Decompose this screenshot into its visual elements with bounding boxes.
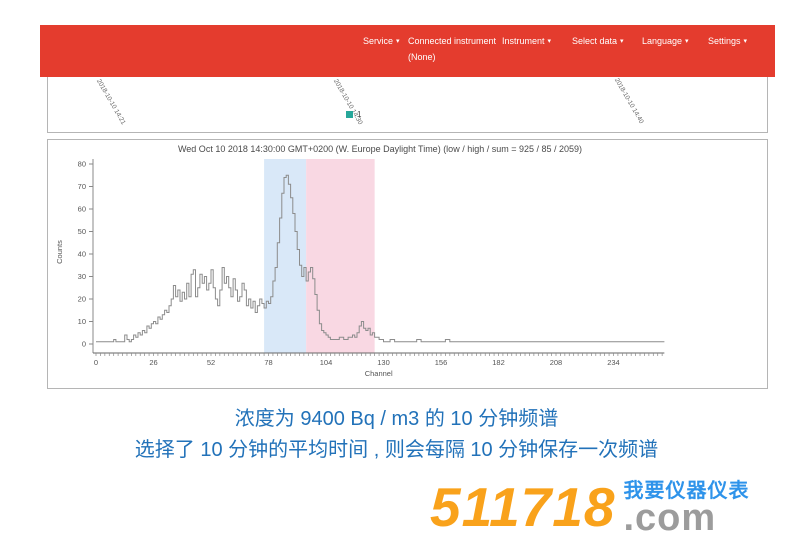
y-tick-label: 50 <box>78 227 86 236</box>
x-tick-label: 234 <box>607 358 620 367</box>
nav-item-connected-instrument-value: (None) <box>408 52 436 62</box>
x-tick-label: 78 <box>264 358 272 367</box>
watermark-logo: 511718 我要仪器仪表 .com <box>430 476 750 539</box>
x-tick-label: 26 <box>149 358 157 367</box>
y-tick-label: 0 <box>82 340 86 349</box>
x-tick-label: 130 <box>377 358 390 367</box>
y-tick-label: 70 <box>78 182 86 191</box>
chevron-down-icon: ▾ <box>547 38 552 45</box>
x-tick-label: 104 <box>320 358 333 367</box>
series-legend: 1 <box>346 110 361 119</box>
watermark-tagline: 我要仪器仪表 <box>623 480 750 502</box>
x-tick-label: 0 <box>94 358 98 367</box>
chevron-down-icon: ▾ <box>743 38 748 45</box>
y-tick-label: 10 <box>78 317 86 326</box>
watermark-number: 511718 <box>430 476 616 538</box>
spectrum-chart-canvas: Wed Oct 10 2018 14:30:00 GMT+0200 (W. Eu… <box>55 144 665 378</box>
y-tick-label: 20 <box>78 295 86 304</box>
legend-label: 1 <box>357 110 362 119</box>
timeline-date-label: 2018-10-10 14:21 <box>94 78 127 126</box>
x-tick-label: 156 <box>435 358 448 367</box>
nav-item-settings[interactable]: Settings ▾ <box>708 36 748 46</box>
watermark-domain: .com <box>623 497 717 539</box>
timeline-date-label: 2018-10-10 14:40 <box>612 77 645 125</box>
y-tick-label: 40 <box>78 250 86 259</box>
y-tick-label: 60 <box>78 205 86 214</box>
caption-line-2: 选择了 10 分钟的平均时间 , 则会每隔 10 分钟保存一次频谱 <box>134 439 659 461</box>
nav-item-select-data[interactable]: Select data ▾ <box>572 36 624 46</box>
y-tick-label: 80 <box>78 160 86 169</box>
spectrum-chart-panel: Wed Oct 10 2018 14:30:00 GMT+0200 (W. Eu… <box>47 139 768 389</box>
nav-item-connected-instrument[interactable]: Connected instrument <box>408 36 497 46</box>
roi-high <box>306 159 375 353</box>
x-tick-label: 52 <box>207 358 215 367</box>
legend-swatch-icon <box>346 111 353 118</box>
y-axis-title: Counts <box>55 240 64 264</box>
chevron-down-icon: ▾ <box>396 38 400 45</box>
chevron-down-icon: ▾ <box>620 38 624 45</box>
chart-title: Wed Oct 10 2018 14:30:00 GMT+0200 (W. Eu… <box>178 144 582 154</box>
x-tick-label: 182 <box>492 358 505 367</box>
timeline-panel: 2018-10-10 14:21 2018-10-10 14:30 2018-1… <box>47 77 768 133</box>
y-tick-label: 30 <box>78 272 86 281</box>
caption: 浓度为 9400 Bq / m3 的 10 分钟频谱 选择了 10 分钟的平均时… <box>0 404 793 466</box>
navbar: Service ▾ Connected instrument (None) Ins… <box>40 25 775 77</box>
nav-item-service[interactable]: Service ▾ <box>363 36 400 46</box>
spectrum-line <box>96 174 665 343</box>
nav-item-instrument[interactable]: Instrument ▾ <box>502 36 552 46</box>
nav-item-language[interactable]: Language ▾ <box>642 36 689 46</box>
x-axis-title: Channel <box>365 369 393 378</box>
x-tick-label: 208 <box>550 358 563 367</box>
caption-line-1: 浓度为 9400 Bq / m3 的 10 分钟频谱 <box>234 408 559 430</box>
chevron-down-icon: ▾ <box>685 38 689 45</box>
